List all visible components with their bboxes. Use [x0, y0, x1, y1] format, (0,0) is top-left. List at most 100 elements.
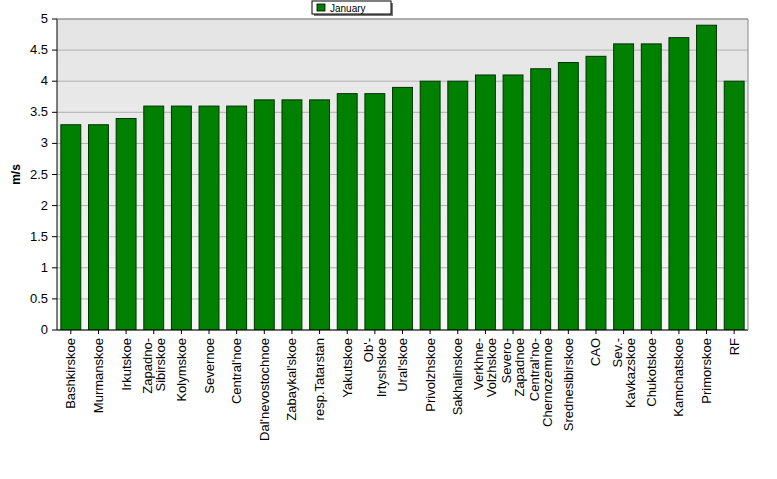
tick-label: Dal'nevostochnoe [257, 338, 272, 441]
tick-mark [70, 330, 71, 334]
bar [531, 69, 551, 330]
tick-mark [457, 330, 458, 334]
tick-label: Zabaykal'skoe [284, 338, 299, 421]
tick-label-line: Sakhalinskoe [450, 338, 465, 415]
tick-mark [52, 81, 57, 82]
tick-label: Severnoe [202, 338, 217, 394]
tick-mark [52, 174, 57, 175]
tick-mark [402, 330, 403, 334]
tick-label: Ob'-Irtyshskoe [361, 338, 389, 397]
tick-mark [319, 330, 320, 334]
tick-mark [485, 330, 486, 334]
tick-label-line: Kamchatskoe [671, 338, 686, 417]
tick-label-line: Primorskoe [699, 338, 714, 404]
tick-label-line: Kolymskoe [174, 338, 189, 402]
tick-label: Kolymskoe [174, 338, 189, 402]
tick-label: 2 [41, 198, 48, 213]
tick-mark [374, 330, 375, 334]
bar [669, 38, 689, 330]
legend-swatch [317, 4, 325, 11]
tick-label: 4.5 [30, 42, 48, 57]
tick-label-line: Srednesibirskoe [561, 338, 576, 431]
plot-background [57, 19, 748, 330]
tick-mark [568, 330, 569, 334]
tick-mark [52, 112, 57, 113]
tick-label: Chukotskoe [644, 338, 659, 407]
tick-label: Yakutskoe [340, 338, 355, 398]
bar [282, 100, 302, 330]
tick-label-line: Dal'nevostochnoe [257, 338, 272, 441]
tick-label-line: Sibirskoe [153, 338, 168, 391]
tick-mark [706, 330, 707, 334]
tick-label: Primorskoe [699, 338, 714, 404]
tick-mark [52, 236, 57, 237]
tick-label: 1.5 [30, 229, 48, 244]
tick-label: resp.Tatarstan [312, 338, 327, 420]
tick-label: 5 [41, 11, 48, 26]
tick-label: Central'noe [229, 338, 244, 404]
tick-label-line: Kavkazskoe [623, 338, 638, 408]
tick-label-line: Volzhskoe [484, 338, 499, 397]
tick-label-line: Ural'skoe [395, 338, 410, 392]
bar [420, 81, 440, 330]
tick-label: Central'no-Chernozemnoe [527, 338, 555, 427]
tick-mark [651, 330, 652, 334]
tick-mark [595, 330, 596, 334]
plot-border [57, 19, 748, 20]
tick-mark [52, 267, 57, 268]
tick-mark [52, 298, 57, 299]
tick-label: Verkhne-Volzhskoe [471, 338, 499, 397]
tick-label: 1 [41, 260, 48, 275]
chart: 00.511.522.533.544.55m/sBashkirskoeMurma… [0, 0, 777, 479]
tick-label-line: Irkutskoe [119, 338, 134, 391]
tick-mark [153, 330, 154, 334]
tick-label-line: resp.Tatarstan [312, 338, 327, 420]
tick-mark [264, 330, 265, 334]
tick-label: 3.5 [30, 104, 48, 119]
tick-label: Sev.-Kavkazskoe [610, 338, 638, 408]
tick-label: 4 [41, 73, 48, 88]
bar [337, 94, 357, 330]
tick-label-line: Severnoe [202, 338, 217, 394]
tick-label-line: Bashkirskoe [63, 338, 78, 409]
tick-mark [52, 143, 57, 144]
tick-label-line: Zabaykal'skoe [284, 338, 299, 421]
bar [448, 81, 468, 330]
bar [61, 125, 81, 330]
tick-mark [52, 50, 57, 51]
legend-label: January [330, 3, 366, 14]
bar [641, 44, 661, 330]
tick-label-line: Murmanskoe [91, 338, 106, 413]
tick-label: 0.5 [30, 291, 48, 306]
tick-label: 2.5 [30, 167, 48, 182]
tick-label-line: Irtyshskoe [374, 338, 389, 397]
bars [61, 25, 744, 330]
tick-label-line: CAO [588, 338, 603, 366]
bar [586, 56, 606, 330]
tick-label: Ural'skoe [395, 338, 410, 392]
tick-mark [236, 330, 237, 334]
bar [171, 106, 191, 330]
tick-label-line: Privolzhskoe [423, 338, 438, 412]
tick-label: RF [727, 338, 742, 355]
bar [558, 63, 578, 330]
tick-label: Privolzhskoe [423, 338, 438, 412]
tick-mark [513, 330, 514, 334]
tick-label-line: RF [727, 338, 742, 355]
tick-mark [291, 330, 292, 334]
tick-label-line: Central'noe [229, 338, 244, 404]
tick-mark [52, 330, 57, 331]
bar [227, 106, 247, 330]
tick-mark [209, 330, 210, 334]
tick-mark [98, 330, 99, 334]
grid-line [57, 19, 748, 20]
tick-mark [540, 330, 541, 334]
bar [89, 125, 109, 330]
tick-label-line: Chernozemnoe [540, 338, 555, 427]
bar [614, 44, 634, 330]
bar [144, 106, 164, 330]
tick-label-line: Zapadnoe [512, 338, 527, 397]
tick-mark [52, 205, 57, 206]
axis-label: m/s [9, 164, 23, 185]
bar [393, 87, 413, 330]
